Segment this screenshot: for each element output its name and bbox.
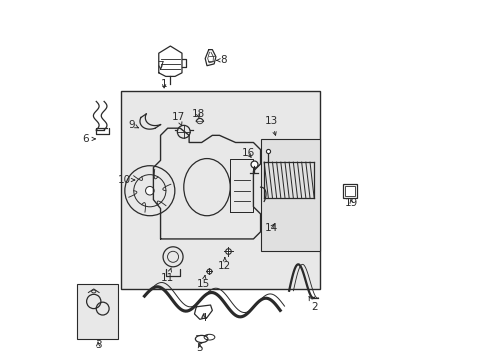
Text: 17: 17 xyxy=(171,112,184,126)
FancyBboxPatch shape xyxy=(77,284,118,339)
Text: 9: 9 xyxy=(128,120,138,130)
Text: 14: 14 xyxy=(264,223,277,233)
Text: 10: 10 xyxy=(118,175,134,185)
Text: 4: 4 xyxy=(200,312,206,323)
Text: 5: 5 xyxy=(196,343,203,353)
Text: 3: 3 xyxy=(95,340,101,350)
Text: 8: 8 xyxy=(216,55,226,65)
FancyBboxPatch shape xyxy=(260,139,319,251)
FancyBboxPatch shape xyxy=(343,184,356,198)
Circle shape xyxy=(145,186,154,195)
Text: 12: 12 xyxy=(218,258,231,271)
Text: 19: 19 xyxy=(345,198,358,208)
Text: 16: 16 xyxy=(241,148,254,158)
Text: 6: 6 xyxy=(82,134,95,144)
Text: 2: 2 xyxy=(308,297,317,312)
Text: 18: 18 xyxy=(191,109,204,119)
Text: 15: 15 xyxy=(196,275,210,289)
FancyBboxPatch shape xyxy=(121,91,319,289)
Text: 1: 1 xyxy=(161,78,167,89)
Text: 11: 11 xyxy=(161,268,174,283)
Text: 13: 13 xyxy=(264,116,277,135)
FancyBboxPatch shape xyxy=(344,186,354,196)
Text: 7: 7 xyxy=(157,61,163,71)
